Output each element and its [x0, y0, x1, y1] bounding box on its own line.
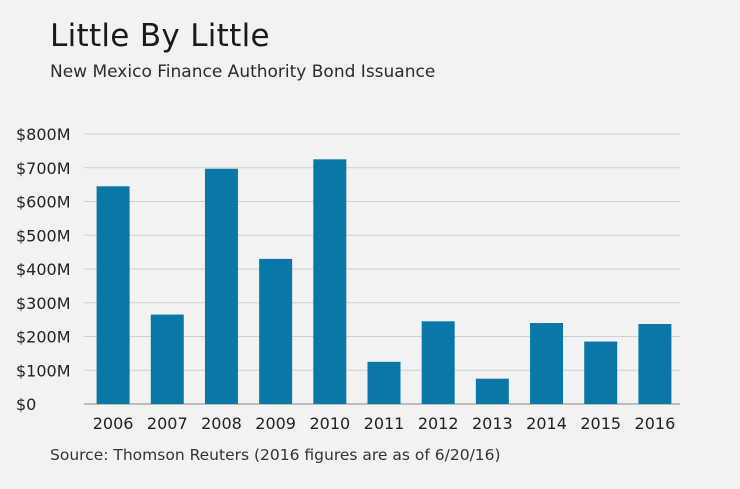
- y-tick-label: $600M: [16, 193, 71, 212]
- y-tick-label: $100M: [16, 361, 71, 380]
- x-tick-label: 2008: [201, 414, 242, 433]
- bar-2006: [96, 186, 130, 404]
- y-tick-label: $400M: [16, 260, 71, 279]
- chart-title: Little By Little: [50, 18, 270, 54]
- y-tick-label: $700M: [16, 159, 71, 178]
- x-tick-label: 2014: [526, 414, 567, 433]
- bar-2008: [204, 168, 238, 404]
- x-tick-label: 2010: [309, 414, 350, 433]
- bars: [96, 159, 672, 404]
- x-tick-label: 2007: [147, 414, 188, 433]
- bar-2009: [259, 258, 293, 404]
- bar-2016: [638, 324, 672, 404]
- bar-2010: [313, 159, 347, 404]
- y-tick-label: $200M: [16, 328, 71, 347]
- chart-subtitle: New Mexico Finance Authority Bond Issuan…: [50, 62, 436, 82]
- x-tick-label: 2013: [472, 414, 513, 433]
- bar-2015: [584, 341, 618, 404]
- x-axis-category-labels: 2006 2007 2008 2009 2010 2011 2012 2013 2014 2015…: [93, 414, 676, 433]
- x-tick-label: 2006: [93, 414, 134, 433]
- x-tick-label: 2016: [635, 414, 676, 433]
- y-tick-label: $300M: [16, 294, 71, 313]
- bar-2011: [367, 361, 401, 404]
- bar-2013: [475, 378, 509, 404]
- x-tick-label: 2012: [418, 414, 459, 433]
- bar-2007: [150, 314, 184, 404]
- x-tick-label: 2015: [580, 414, 621, 433]
- x-tick-label: 2009: [255, 414, 296, 433]
- source-note: Source: Thomson Reuters (2016 figures ar…: [50, 446, 501, 464]
- y-axis-tick-labels: $0 $100M $200M $300M $400M $500M $600M $700M $80…: [16, 125, 71, 414]
- y-tick-label: $500M: [16, 226, 71, 245]
- x-tick-label: 2011: [364, 414, 405, 433]
- bar-2014: [530, 323, 564, 404]
- y-tick-label: $0: [16, 395, 36, 414]
- y-tick-label: $800M: [16, 125, 71, 144]
- bar-2012: [421, 321, 455, 404]
